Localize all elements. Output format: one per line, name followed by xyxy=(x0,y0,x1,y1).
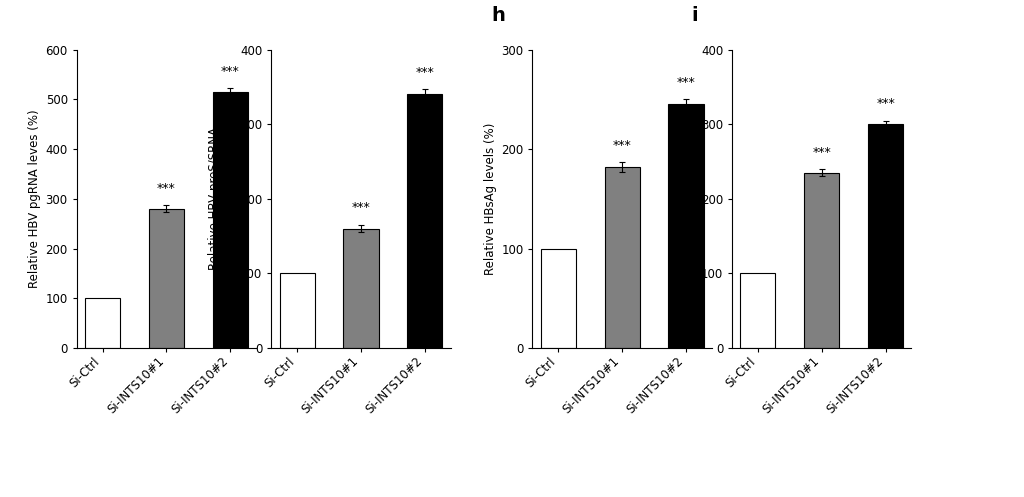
Text: ***: *** xyxy=(157,182,176,195)
Bar xyxy=(148,209,184,348)
Y-axis label: Relative HBeAg levels (%): Relative HBeAg levels (%) xyxy=(684,122,696,275)
Bar xyxy=(868,124,903,348)
Y-axis label: Relative HBV pgRNA leves (%): Relative HBV pgRNA leves (%) xyxy=(29,109,41,288)
Text: i: i xyxy=(691,6,697,25)
Text: ***: *** xyxy=(221,65,240,78)
Text: ***: *** xyxy=(416,66,434,79)
Bar xyxy=(669,104,703,348)
Text: ***: *** xyxy=(351,201,371,215)
Text: ***: *** xyxy=(877,97,895,110)
Text: ***: *** xyxy=(612,139,632,152)
Bar xyxy=(740,273,775,348)
Text: ***: *** xyxy=(812,146,831,159)
Bar xyxy=(213,92,248,348)
Text: h: h xyxy=(492,6,506,25)
Bar xyxy=(85,298,120,348)
Bar xyxy=(804,173,840,348)
Bar xyxy=(408,94,442,348)
Y-axis label: Relative HBsAg levels (%): Relative HBsAg levels (%) xyxy=(484,123,497,275)
Bar xyxy=(280,273,314,348)
Bar xyxy=(541,248,575,348)
Bar xyxy=(343,229,379,348)
Y-axis label: Relative HBV preS/SRNA
levels (%): Relative HBV preS/SRNA levels (%) xyxy=(208,127,236,270)
Bar xyxy=(604,167,640,348)
Text: ***: *** xyxy=(677,76,695,89)
